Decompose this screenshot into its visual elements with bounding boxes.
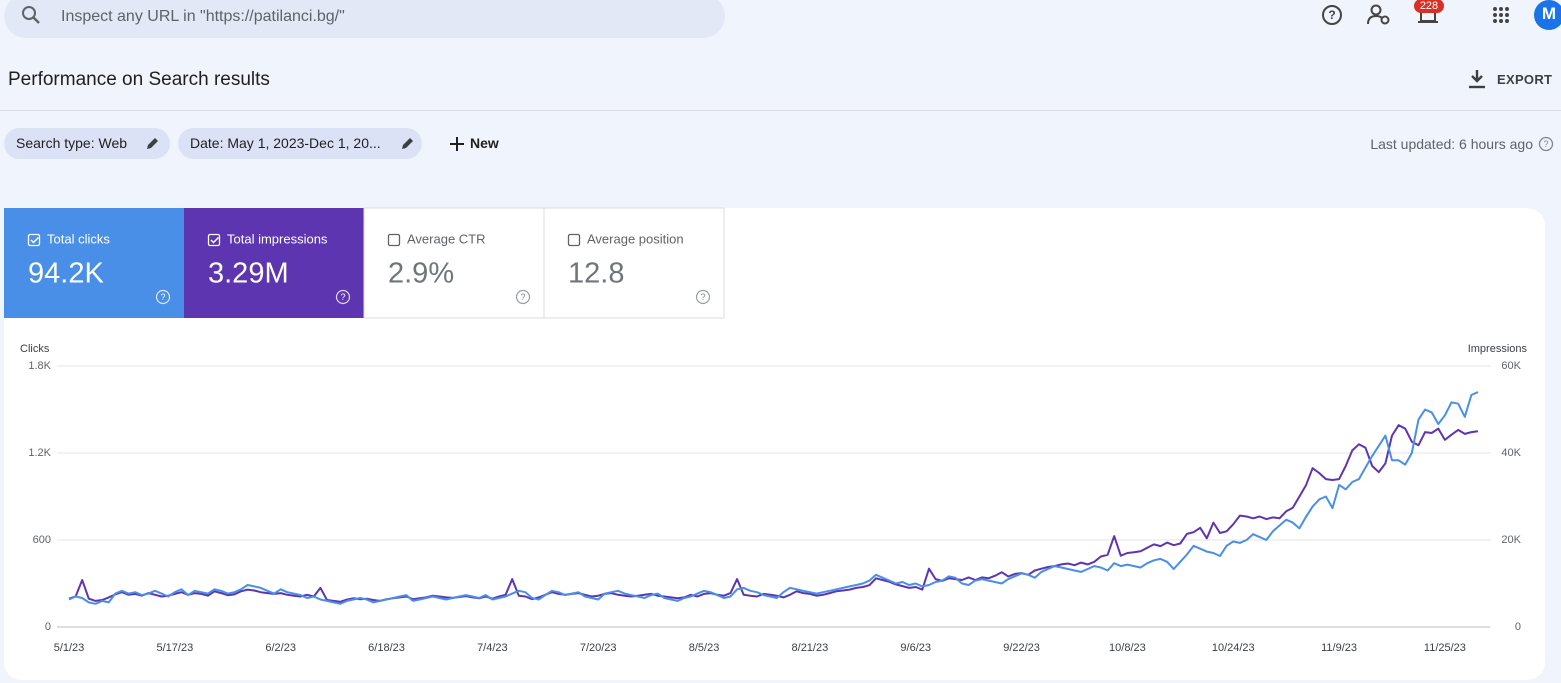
download-icon xyxy=(1469,70,1485,89)
x-tick-label: 6/18/23 xyxy=(368,642,405,654)
y-tick-label: 0 xyxy=(45,621,51,633)
metric-label: Average position xyxy=(587,231,684,246)
metric-help-mark: ? xyxy=(160,292,165,302)
y2-tick-label: 40K xyxy=(1501,447,1521,459)
x-tick-label: 6/2/23 xyxy=(265,642,296,654)
x-tick-label: 10/24/23 xyxy=(1212,642,1255,654)
x-tick-label: 11/25/23 xyxy=(1424,642,1466,654)
metric-help-icon xyxy=(335,289,351,305)
metric-help-icon xyxy=(515,289,531,305)
checkmark xyxy=(30,236,40,244)
metric-label: Average CTR xyxy=(407,231,486,246)
x-tick-label: 10/8/23 xyxy=(1109,642,1146,654)
x-tick-label: 5/17/23 xyxy=(156,642,193,654)
y2-axis-title: Impressions xyxy=(1468,343,1528,355)
search-placeholder[interactable]: Inspect any URL in "https://patilanci.bg… xyxy=(61,8,345,25)
notification-badge xyxy=(1414,0,1444,13)
x-tick-label: 9/22/23 xyxy=(1003,642,1040,654)
filter-chip[interactable]: Date: May 1, 2023-Dec 1, 20... xyxy=(178,128,422,159)
apps-icon[interactable] xyxy=(1493,7,1509,23)
filter-text: Date: May 1, 2023-Dec 1, 20... xyxy=(190,135,381,151)
divider xyxy=(0,110,1561,111)
search-icon xyxy=(22,6,40,24)
notification-count: 228 xyxy=(1419,0,1439,12)
metric-value: 3.29M xyxy=(208,258,289,290)
metric-card xyxy=(184,208,364,318)
metric-checkbox xyxy=(27,233,41,247)
y-tick-label: 1.2K xyxy=(28,447,51,459)
chip-icons xyxy=(147,137,464,151)
metric-value: 94.2K xyxy=(28,258,104,290)
metric-checkbox xyxy=(567,233,581,247)
x-tick-label: 9/6/23 xyxy=(900,642,931,654)
x-tick-label: 8/5/23 xyxy=(689,642,720,654)
info-icon: ? xyxy=(1538,136,1554,152)
last-updated: Last updated: 6 hours ago xyxy=(1370,136,1533,152)
x-tick-label: 8/21/23 xyxy=(792,642,829,654)
metric-checkbox xyxy=(387,233,401,247)
x-tick-label: 7/4/23 xyxy=(477,642,508,654)
y2-tick-label: 60K xyxy=(1501,360,1521,372)
metric-value: 2.9% xyxy=(388,258,454,290)
filter-text: Search type: Web xyxy=(16,135,128,151)
metric-card xyxy=(4,208,184,318)
y2-tick-label: 20K xyxy=(1501,534,1521,546)
metric-help-mark: ? xyxy=(340,292,345,302)
filter-chip[interactable]: Search type: Web xyxy=(4,128,170,159)
x-tick-label: 7/20/23 xyxy=(580,642,617,654)
metric-help-icon xyxy=(695,289,711,305)
help-icon[interactable]: ? xyxy=(1322,5,1342,25)
metric-card xyxy=(543,207,725,319)
svg-text:?: ? xyxy=(1543,139,1548,149)
y-tick-label: 600 xyxy=(33,534,51,546)
series-line xyxy=(68,391,1479,605)
y2-tick-label: 0 xyxy=(1515,621,1521,633)
url-inspect-bar[interactable] xyxy=(4,0,725,38)
metric-value: 12.8 xyxy=(568,258,624,290)
metric-card xyxy=(363,207,545,319)
metric-help-mark: ? xyxy=(520,292,525,302)
export-button[interactable]: EXPORT xyxy=(1497,72,1553,87)
avatar[interactable] xyxy=(1534,0,1561,30)
metric-checkbox xyxy=(207,233,221,247)
series-line xyxy=(68,424,1479,603)
y-tick-label: 1.8K xyxy=(28,360,51,372)
metric-help-icon xyxy=(155,289,171,305)
x-tick-label: 11/9/23 xyxy=(1321,642,1357,654)
top-icons: ? xyxy=(1322,0,1561,30)
x-tick-label: 5/1/23 xyxy=(54,642,85,654)
account-settings-icon[interactable] xyxy=(1367,4,1390,25)
avatar-letter: M xyxy=(1541,4,1557,23)
page-title: Performance on Search results xyxy=(8,69,270,90)
metric-label: Total impressions xyxy=(227,231,328,246)
metric-help-mark: ? xyxy=(700,292,705,302)
y-axis-title: Clicks xyxy=(20,343,50,355)
checkmark xyxy=(210,236,220,244)
new-filter-button[interactable]: New xyxy=(470,135,499,151)
metric-label: Total clicks xyxy=(47,231,110,246)
svg-text:?: ? xyxy=(1328,8,1335,22)
